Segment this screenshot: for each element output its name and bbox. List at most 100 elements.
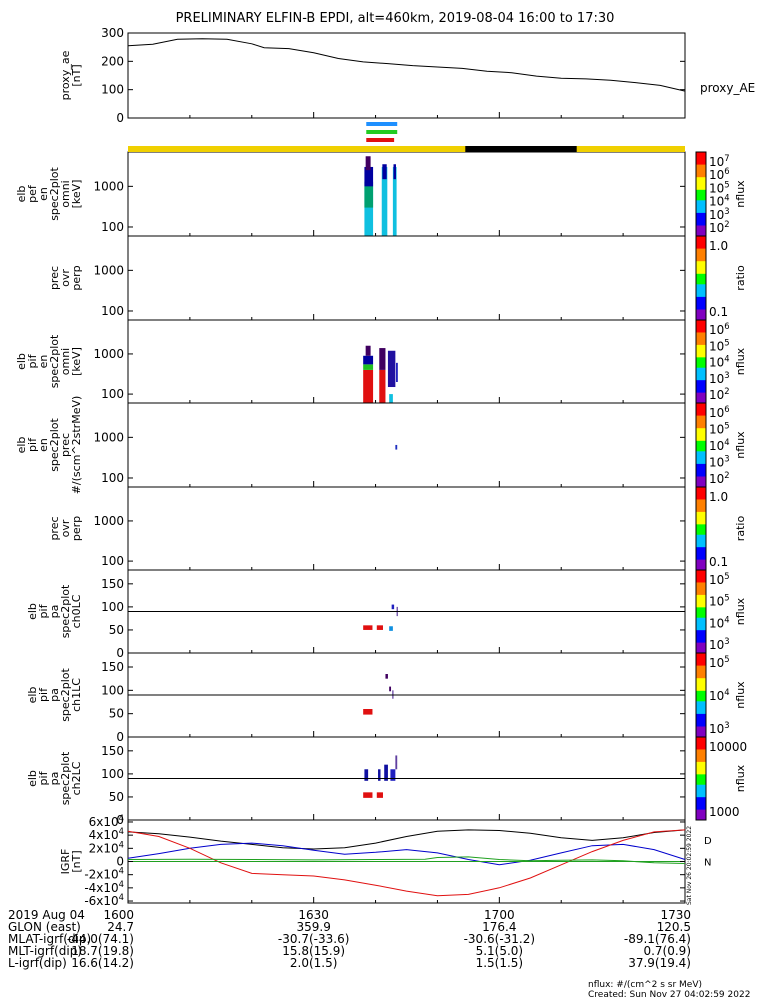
colorbar-segment [696, 609, 706, 612]
colorbar-segment [696, 210, 706, 214]
colorbar-tick-label: 105 [709, 337, 730, 353]
colorbar-segment [696, 501, 706, 505]
spectrogram-cell [395, 444, 398, 450]
panel-frame [127, 32, 686, 119]
colorbar-tick-label: 106 [709, 321, 730, 337]
colorbar-tick-label: 1.0 [709, 490, 728, 504]
colorbar-segment [696, 603, 706, 606]
colorbar-segment [696, 340, 706, 344]
spectrogram-cell [379, 348, 386, 370]
y-tick-label: -2x104 [84, 866, 124, 882]
y-tick-label: -4x104 [84, 879, 124, 895]
colorbar-segment [696, 648, 706, 652]
colorbar-segment [696, 732, 706, 736]
time-row-value: 1.5(1.5) [476, 956, 524, 970]
colorbar-segment [696, 359, 706, 362]
colorbar-tick-label: 104 [709, 687, 730, 703]
colorbar-segment [696, 642, 706, 646]
colorbar-segment [696, 809, 706, 813]
colorbar-segment [696, 472, 706, 475]
colorbar-segment [696, 384, 706, 387]
colorbar-segment [696, 344, 706, 348]
colorbar-segment [696, 229, 706, 233]
time-row-label: L-igrf(dip) [8, 956, 67, 970]
colorbar-segment [696, 206, 706, 210]
colorbar-segment [696, 292, 706, 296]
spectrogram-cell [390, 769, 396, 781]
y-tick-label: 0 [116, 730, 124, 744]
y-axis-label: ch0LC [70, 594, 83, 628]
spectrogram-cell [376, 625, 383, 630]
spectrogram-cell [376, 792, 383, 798]
time-row-value: -44.0(74.1) [67, 932, 134, 946]
colorbar-segment [696, 457, 706, 461]
colorbar-segment [696, 793, 706, 796]
colorbar-segment [696, 430, 706, 433]
colorbar-segment [696, 797, 706, 800]
colorbar-segment [696, 766, 706, 769]
colorbar-segment [696, 487, 706, 490]
y-axis-label: omni [59, 348, 72, 375]
colorbar-segment [696, 674, 706, 677]
spectrogram-cell [389, 686, 392, 692]
created-stamp: Created: Sun Nov 27 04:02:59 2022 [588, 990, 750, 1000]
colorbar-segment [696, 813, 706, 817]
y-tick-label: 0 [116, 111, 124, 125]
colorbar-segment [696, 703, 706, 706]
colorbar-segment [696, 415, 706, 419]
colorbar-segment [696, 434, 706, 438]
time-row-value: 15.8(15.9) [282, 944, 345, 958]
colorbar-segment [696, 632, 706, 635]
colorbar-segment [696, 351, 706, 354]
y-tick-label: 0 [116, 813, 124, 827]
colorbar-segment [696, 650, 706, 654]
colorbar-segment [696, 663, 706, 667]
colorbar-segment [696, 436, 706, 440]
colorbar-segment [696, 747, 706, 750]
colorbar-segment [696, 438, 706, 442]
time-row-value: 16.6(14.2) [71, 956, 134, 970]
colorbar-segment [696, 156, 706, 159]
colorbar-segment [696, 657, 706, 660]
status-marker [366, 138, 395, 142]
colorbar-segment [696, 474, 706, 477]
colorbar-segment [696, 252, 706, 256]
spectrogram-cell [379, 369, 386, 403]
colorbar-segment [696, 238, 706, 241]
colorbar-segment [696, 223, 706, 226]
colorbar-segment [696, 667, 706, 671]
colorbar-segment [696, 396, 706, 400]
y-axis-label: en [37, 187, 50, 201]
colorbar-segment [696, 596, 706, 600]
time-row-value: 176.4 [482, 920, 516, 934]
colorbar-segment [696, 280, 706, 283]
colorbar-segment [696, 394, 706, 398]
colorbar-segment [696, 168, 706, 172]
colorbar-segment [696, 236, 706, 239]
y-tick-label: 1000 [93, 514, 124, 528]
spectrogram-cell [365, 345, 371, 356]
colorbar-segment [696, 225, 706, 229]
colorbar-segment [696, 194, 706, 197]
colorbar-segment [696, 716, 706, 719]
colorbar-segment [696, 592, 706, 596]
spectrogram-cell [393, 164, 396, 180]
colorbar-segment [696, 212, 706, 216]
colorbar-segment [696, 305, 706, 308]
time-row-value: 1700 [484, 908, 515, 922]
panel-frame [127, 151, 686, 237]
colorbar-tick-label: 105 [709, 571, 730, 587]
colorbar-segment [696, 724, 706, 727]
colorbar-segment [696, 405, 706, 408]
series-label-d: D [704, 836, 712, 847]
panel-frame [127, 235, 686, 321]
colorbar-segment [696, 183, 706, 187]
colorbar-tick-label: 104 [709, 354, 730, 370]
colorbar-segment [696, 543, 706, 546]
colorbar-segment [696, 217, 706, 220]
colorbar-segment [696, 248, 706, 252]
colorbar-segment [696, 739, 706, 742]
colorbar-segment [696, 311, 706, 315]
time-row-label: 2019 Aug 04 [8, 908, 85, 922]
